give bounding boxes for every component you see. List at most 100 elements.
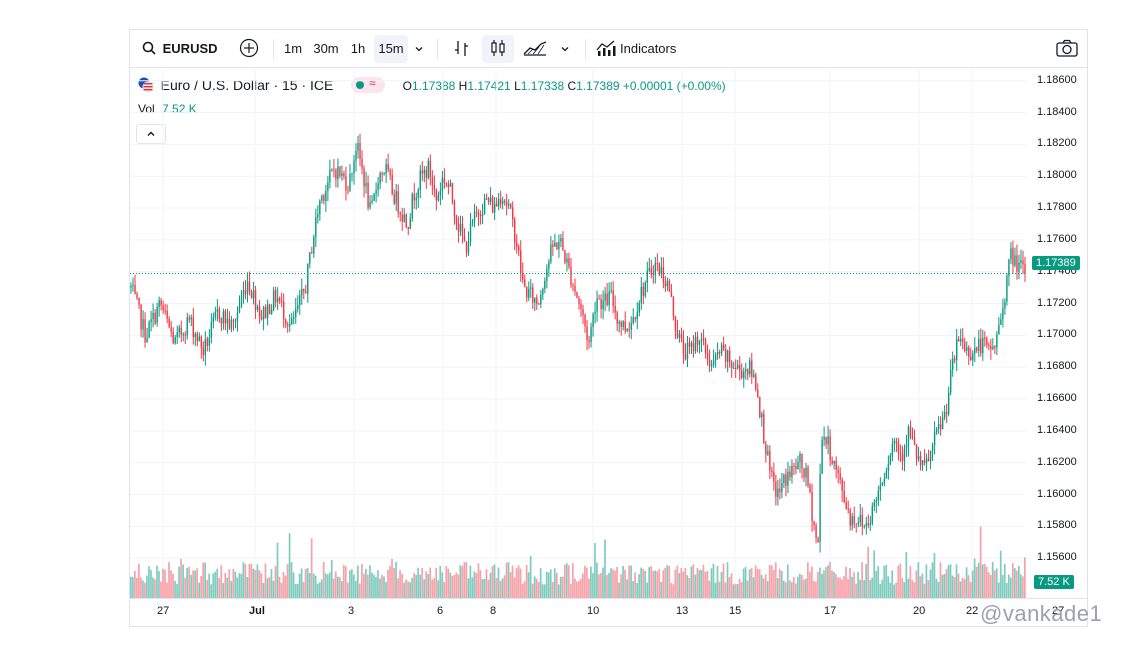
volume-bar — [355, 580, 357, 598]
volume-bar — [371, 572, 373, 598]
volume-bar — [383, 576, 385, 598]
area-style-button[interactable] — [520, 35, 550, 63]
candle-body — [853, 516, 855, 524]
candle-body — [616, 312, 618, 324]
symbol-search-button[interactable]: EURUSD — [138, 35, 218, 63]
volume-bar — [192, 570, 194, 598]
interval-1m-button[interactable]: 1m — [283, 41, 303, 56]
candle-body — [735, 367, 737, 369]
volume-bar — [549, 569, 552, 598]
candle-body — [849, 510, 851, 526]
candle-body — [931, 445, 934, 452]
candle-body — [845, 502, 847, 509]
volume-bar — [841, 579, 843, 598]
volume-bar — [262, 582, 265, 598]
candles-style-button[interactable] — [482, 35, 514, 63]
indicators-button[interactable]: Indicators — [596, 35, 694, 63]
candle-body — [634, 317, 636, 319]
volume-bar — [660, 581, 663, 598]
bars-style-button[interactable] — [448, 35, 476, 63]
candle-body — [503, 200, 506, 203]
candle-body — [218, 309, 221, 319]
candle-body — [642, 286, 644, 296]
interval-1h-button[interactable]: 1h — [350, 41, 366, 56]
candle-body — [600, 299, 602, 310]
candle-body — [196, 333, 199, 342]
candle-body — [1016, 255, 1018, 272]
candle-body — [945, 412, 948, 414]
compare-symbol-button[interactable] — [236, 35, 262, 63]
candle-body — [785, 474, 787, 486]
volume-bar — [511, 565, 514, 598]
candle-body — [369, 202, 371, 208]
volume-bar — [935, 578, 938, 598]
volume-bar — [819, 567, 821, 598]
candle-body — [542, 288, 544, 295]
candle-body — [150, 319, 152, 322]
candle-body — [132, 284, 134, 286]
interval-dropdown-button[interactable] — [410, 35, 428, 63]
volume-bar — [728, 577, 731, 598]
candle-body — [148, 321, 150, 338]
candle-body — [612, 290, 614, 306]
high-value: 1.17421 — [467, 79, 511, 93]
volume-bar — [389, 566, 391, 598]
candle-body — [624, 321, 626, 332]
interval-15m-button[interactable]: 15m — [374, 35, 408, 63]
candle-body — [827, 436, 829, 445]
volume-bar — [742, 568, 745, 598]
candle-body — [160, 300, 162, 306]
candle-body — [672, 296, 675, 317]
candle-body — [741, 370, 743, 378]
candle-body — [507, 204, 510, 206]
candle-body — [843, 490, 845, 503]
collapse-legend-button[interactable] — [136, 124, 166, 144]
volume-bar — [565, 563, 568, 598]
candle-body — [248, 281, 251, 292]
candle-body — [313, 236, 315, 254]
candle-body — [341, 173, 343, 176]
volume-bar — [965, 567, 968, 598]
snapshot-button[interactable] — [1054, 35, 1080, 63]
candle-body — [166, 310, 168, 319]
volume-bar — [979, 526, 982, 598]
candle-body — [841, 479, 843, 491]
chart-type-dropdown-button[interactable] — [556, 35, 574, 63]
volume-bar — [857, 571, 859, 598]
candle-body — [893, 440, 896, 444]
volume-bar — [867, 546, 870, 598]
candle-body — [990, 345, 992, 350]
candle-body — [317, 214, 319, 218]
volume-bar — [455, 572, 458, 598]
candle-body — [875, 500, 878, 503]
price-chart[interactable] — [130, 68, 1087, 628]
volume-bar — [365, 568, 367, 598]
volume-bar — [610, 568, 612, 598]
volume-bar — [413, 573, 415, 598]
candle-body — [210, 321, 213, 338]
volume-bar — [999, 550, 1002, 598]
candle-body — [278, 298, 281, 301]
interval-30m-button[interactable]: 30m — [313, 41, 339, 56]
volume-bar — [714, 582, 717, 598]
volume-bar — [330, 560, 333, 598]
volume-bar — [340, 580, 343, 598]
volume-bar — [256, 564, 259, 598]
area-chart-icon — [523, 41, 547, 56]
volume-bar — [784, 582, 787, 598]
approx-icon: ≈ — [368, 76, 376, 90]
candle-body — [739, 364, 741, 371]
volume-bar — [557, 584, 560, 598]
volume-bar — [903, 582, 906, 598]
candle-body — [982, 337, 984, 354]
volume-bar — [497, 567, 500, 598]
volume-bar — [377, 570, 379, 598]
price-axis[interactable]: 1.18600 1.18400 1.18200 1.18000 1.17800 1.176… — [1027, 68, 1087, 598]
volume-bar — [395, 562, 397, 598]
time-axis[interactable]: 27 Jul 3 6 8 10 13 15 17 20 22 27 — [130, 598, 1087, 627]
volume-bar — [298, 573, 301, 598]
volume-bar — [616, 567, 618, 598]
candle-body — [757, 389, 759, 398]
volume-bar — [367, 574, 369, 598]
symbol-legend: Euro / U.S. Dollar · 15 · ICE ≈ O1.17388… — [138, 76, 726, 93]
